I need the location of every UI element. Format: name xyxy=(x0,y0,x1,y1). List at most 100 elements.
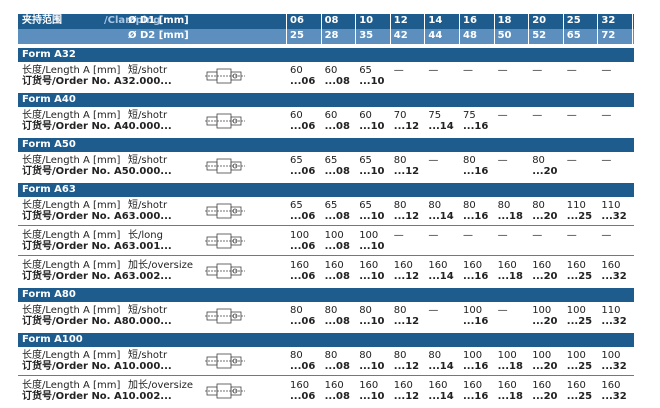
d2-value: 35 xyxy=(359,30,374,41)
tool-icon xyxy=(205,158,245,174)
length-value: 160 xyxy=(290,380,310,391)
order-value: ...10 xyxy=(359,271,385,282)
order-label: 订货号/Order No. A63.002... xyxy=(22,271,172,282)
order-value: ...25 xyxy=(566,391,593,402)
length-value: — xyxy=(532,65,543,76)
order-value: ...12 xyxy=(393,211,420,222)
section-title: Form A100 xyxy=(22,334,83,345)
order-value: ...16 xyxy=(463,121,489,132)
length-value: — xyxy=(601,110,612,121)
row-divider xyxy=(18,255,634,256)
length-value: 65 xyxy=(359,200,372,211)
d1-value: 16 xyxy=(463,15,477,26)
order-value: ...08 xyxy=(324,316,350,327)
length-value: 160 xyxy=(497,260,517,271)
column-divider xyxy=(528,14,530,44)
section-title: Form A50 xyxy=(22,139,76,150)
length-value: 80 xyxy=(393,350,407,361)
header-label: 夹持范围 xyxy=(22,15,62,26)
order-value: ...18 xyxy=(497,361,523,372)
length-value: — xyxy=(532,110,543,121)
order-value: ...08 xyxy=(324,391,350,402)
order-value: ...16 xyxy=(463,361,489,372)
order-value: ...12 xyxy=(393,361,420,372)
d1-value: 18 xyxy=(497,15,512,26)
order-value: ...20 xyxy=(532,211,558,222)
order-value: ...16 xyxy=(463,211,489,222)
order-value: ...06 xyxy=(290,391,316,402)
length-label: 长度/Length A [mm] xyxy=(22,65,121,76)
row-divider xyxy=(18,375,634,376)
order-value: ...25 xyxy=(566,361,593,372)
length-value: 110 xyxy=(601,305,621,316)
length-value: — xyxy=(497,230,508,241)
length-value: 80 xyxy=(393,155,407,166)
order-label: 订货号/Order No. A10.000... xyxy=(22,361,172,372)
length-value: 160 xyxy=(324,260,344,271)
length-value: 65 xyxy=(359,65,372,76)
length-value: — xyxy=(393,65,404,76)
length-value: — xyxy=(566,155,577,166)
order-value: ...20 xyxy=(532,166,558,177)
d1-value: 32 xyxy=(601,15,616,26)
order-value: ...20 xyxy=(532,361,558,372)
length-value: 80 xyxy=(359,305,372,316)
length-label: 长度/Length A [mm] xyxy=(22,350,121,361)
column-divider xyxy=(286,14,287,44)
order-value: ...16 xyxy=(463,316,489,327)
order-label: 订货号/Order No. A10.002... xyxy=(22,391,172,402)
length-value: 80 xyxy=(290,350,303,361)
length-value: 80 xyxy=(428,350,442,361)
length-value: 80 xyxy=(532,155,545,166)
length-value: 100 xyxy=(324,230,344,241)
order-value: ...10 xyxy=(359,121,385,132)
length-value: — xyxy=(566,110,577,121)
column-divider xyxy=(355,14,357,44)
variant-label: 加长/oversize xyxy=(128,260,194,271)
section-header xyxy=(18,288,634,302)
length-value: 80 xyxy=(324,305,338,316)
length-value: 100 xyxy=(290,230,310,241)
order-value: ...14 xyxy=(428,121,454,132)
section-header xyxy=(18,138,634,152)
header-row xyxy=(18,29,634,44)
length-value: 75 xyxy=(463,110,476,121)
length-value: — xyxy=(601,230,612,241)
tool-icon xyxy=(205,233,245,249)
length-value: 160 xyxy=(532,260,552,271)
order-value: ...16 xyxy=(463,271,489,282)
length-value: 65 xyxy=(324,155,338,166)
order-value: ...06 xyxy=(290,76,316,87)
order-value: ...25 xyxy=(566,271,593,282)
length-value: — xyxy=(497,110,508,121)
length-value: 160 xyxy=(428,380,448,391)
length-value: — xyxy=(393,230,404,241)
order-value: ...10 xyxy=(359,76,385,87)
column-divider xyxy=(320,14,322,44)
order-value: ...08 xyxy=(324,121,350,132)
variant-label: 短/shotr xyxy=(128,350,168,361)
order-label: 订货号/Order No. A63.001... xyxy=(22,241,172,252)
order-value: ...08 xyxy=(324,361,350,372)
d1-value: 20 xyxy=(532,15,547,26)
header-label: Ø D1 [mm] xyxy=(128,15,189,26)
order-value: ...08 xyxy=(324,241,350,252)
length-value: 160 xyxy=(566,260,586,271)
length-value: 100 xyxy=(532,305,552,316)
length-value: 65 xyxy=(324,200,338,211)
header-row xyxy=(18,14,634,29)
length-value: 100 xyxy=(566,350,586,361)
length-value: 60 xyxy=(324,110,338,121)
length-label: 长度/Length A [mm] xyxy=(22,380,121,391)
length-label: 长度/Length A [mm] xyxy=(22,230,121,241)
order-value: ...10 xyxy=(359,211,385,222)
order-value: ...10 xyxy=(359,391,385,402)
length-value: 160 xyxy=(601,380,621,391)
d1-value: 25 xyxy=(566,15,581,26)
order-value: ...06 xyxy=(290,166,316,177)
length-value: — xyxy=(428,155,439,166)
header-label: Ø D2 [mm] xyxy=(128,30,189,41)
section-title: Form A63 xyxy=(22,184,76,195)
order-value: ...16 xyxy=(463,166,489,177)
